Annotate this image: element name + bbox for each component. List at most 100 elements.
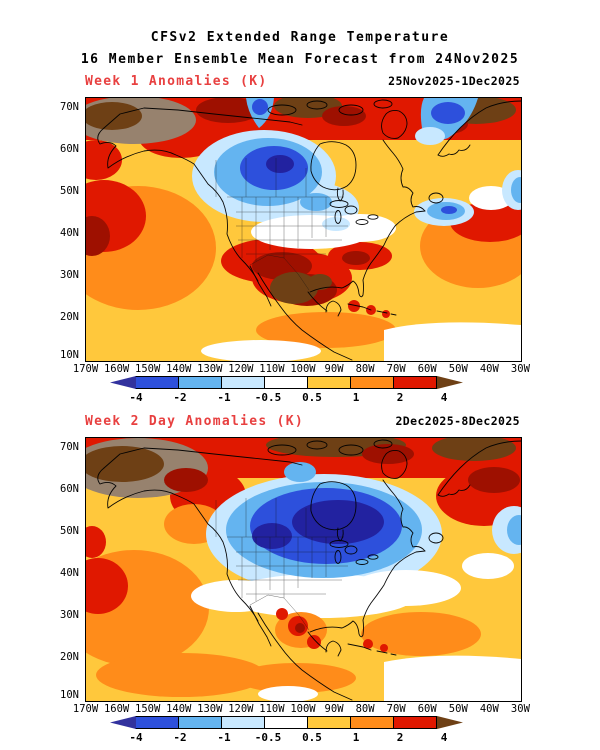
lon-label: 100W — [290, 703, 316, 715]
week2-date-range: 2Dec2025-8Dec2025 — [395, 414, 520, 428]
cb-label: 0.5 — [302, 731, 322, 744]
lon-label: 80W — [355, 703, 375, 715]
cb-label: 4 — [440, 731, 448, 744]
week1-lat-axis: 70N 60N 50N 40N 30N 20N 10N — [48, 97, 82, 361]
lon-label: 40W — [479, 703, 499, 715]
lon-label: 120W — [228, 363, 254, 375]
week2-title: Week 2 Day Anomalies (K) — [85, 414, 305, 429]
cb-label: -4 — [129, 731, 143, 744]
anomaly-field — [86, 438, 521, 701]
week2-map — [85, 437, 522, 702]
lon-label: 70W — [386, 703, 406, 715]
cb-label: -2 — [173, 391, 187, 404]
lon-label: 40W — [479, 363, 499, 375]
colorbar-segment — [221, 716, 265, 729]
coastlines — [97, 99, 521, 361]
cb-label: -4 — [129, 391, 143, 404]
lon-label: 150W — [135, 363, 161, 375]
colorbar-segment — [135, 716, 179, 729]
colorbar-labels: -4 -2 -1 -0.5 0.5 1 2 4 — [110, 729, 490, 746]
cb-label: -1 — [217, 731, 231, 744]
cb-label: 2 — [396, 391, 404, 404]
lon-label: 90W — [324, 703, 344, 715]
colorbar-segment — [350, 716, 394, 729]
week1-map — [85, 97, 522, 362]
colorbar-bar — [110, 716, 490, 729]
colorbar-above-arrow — [437, 376, 463, 389]
week2-lat-axis: 70N 60N 50N 40N 30N 20N 10N — [48, 437, 82, 701]
lat-label: 20N — [60, 651, 79, 663]
lon-label: 170W — [72, 363, 99, 375]
week2-lon-axis: 170W 160W 150W 140W 130W 120W 110W 100W … — [70, 703, 536, 715]
sub-title: 16 Member Ensemble Mean Forecast from 24… — [80, 52, 520, 67]
lat-label: 30N — [60, 609, 79, 621]
week2-colorbar: -4 -2 -1 -0.5 0.5 1 2 4 — [110, 716, 490, 748]
lat-label: 50N — [60, 185, 79, 197]
colorbar-segment — [350, 376, 394, 389]
lon-label: 60W — [417, 703, 437, 715]
cb-label: 2 — [396, 731, 404, 744]
lat-label: 10N — [60, 349, 79, 361]
lat-label: 50N — [60, 525, 79, 537]
colorbar-segment — [135, 376, 179, 389]
week1-panel-header: Week 1 Anomalies (K) 25Nov2025-1Dec2025 — [85, 74, 520, 89]
week1-colorbar: -4 -2 -1 -0.5 0.5 1 2 4 — [110, 376, 490, 408]
lat-label: 60N — [60, 143, 79, 155]
lon-label: 130W — [197, 703, 223, 715]
lat-label: 10N — [60, 689, 79, 701]
cb-label: -2 — [173, 731, 187, 744]
week2-panel-header: Week 2 Day Anomalies (K) 2Dec2025-8Dec20… — [85, 414, 520, 429]
political-borders — [215, 498, 348, 631]
colorbar-segment — [264, 376, 308, 389]
week1-date-range: 25Nov2025-1Dec2025 — [388, 74, 520, 88]
lat-label: 70N — [60, 441, 79, 453]
colorbar-segment — [178, 716, 222, 729]
cb-label: -0.5 — [254, 391, 282, 404]
lon-label: 110W — [259, 363, 285, 375]
lon-label: 140W — [166, 703, 192, 715]
lon-label: 140W — [166, 363, 192, 375]
lat-label: 20N — [60, 311, 79, 323]
lon-label: 50W — [448, 363, 468, 375]
anomaly-field — [86, 98, 521, 361]
lat-label: 40N — [60, 227, 79, 239]
cb-label: 1 — [352, 731, 360, 744]
colorbar-segment — [307, 376, 351, 389]
colorbar-segment — [221, 376, 265, 389]
cb-label: 4 — [440, 391, 448, 404]
week2-map-svg — [86, 438, 521, 701]
lat-label: 40N — [60, 567, 79, 579]
lon-label: 130W — [197, 363, 223, 375]
week1-lon-axis: 170W 160W 150W 140W 130W 120W 110W 100W … — [70, 363, 536, 375]
coastlines — [97, 439, 521, 701]
week1-title: Week 1 Anomalies (K) — [85, 74, 268, 89]
political-borders — [215, 158, 348, 291]
colorbar-labels: -4 -2 -1 -0.5 0.5 1 2 4 — [110, 389, 490, 406]
lon-label: 30W — [510, 363, 530, 375]
lon-label: 170W — [72, 703, 99, 715]
lon-label: 110W — [259, 703, 285, 715]
lon-label: 120W — [228, 703, 254, 715]
main-title: CFSv2 Extended Range Temperature — [150, 30, 450, 45]
cb-label: 1 — [352, 391, 360, 404]
lon-label: 30W — [510, 703, 530, 715]
colorbar-below-arrow — [110, 716, 136, 729]
cb-label: -1 — [217, 391, 231, 404]
lat-label: 70N — [60, 101, 79, 113]
lon-label: 160W — [103, 363, 130, 375]
lat-label: 60N — [60, 483, 79, 495]
lat-label: 30N — [60, 269, 79, 281]
lon-label: 80W — [355, 363, 375, 375]
lon-label: 90W — [324, 363, 344, 375]
lon-label: 60W — [417, 363, 437, 375]
lon-label: 100W — [290, 363, 316, 375]
colorbar-segment — [393, 376, 437, 389]
colorbar-above-arrow — [437, 716, 463, 729]
lon-label: 150W — [135, 703, 161, 715]
colorbar-segment — [307, 716, 351, 729]
colorbar-bar — [110, 376, 490, 389]
lon-label: 160W — [103, 703, 130, 715]
lon-label: 70W — [386, 363, 406, 375]
colorbar-below-arrow — [110, 376, 136, 389]
